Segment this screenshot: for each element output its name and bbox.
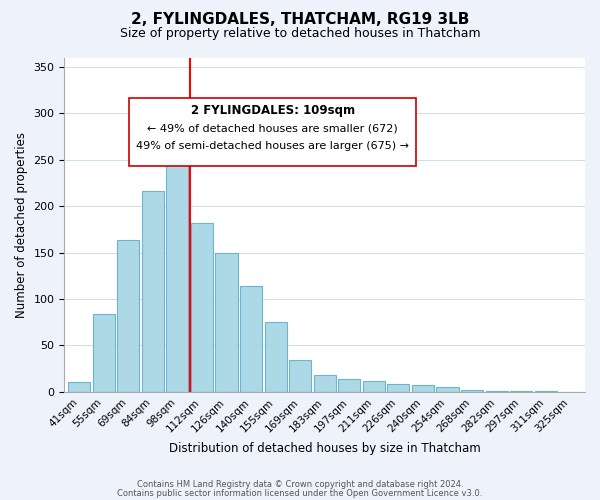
Bar — [338, 379, 361, 392]
Text: 2, FYLINGDALES, THATCHAM, RG19 3LB: 2, FYLINGDALES, THATCHAM, RG19 3LB — [131, 12, 469, 28]
Bar — [412, 384, 434, 392]
Bar — [68, 382, 90, 392]
Text: Contains HM Land Registry data © Crown copyright and database right 2024.: Contains HM Land Registry data © Crown c… — [137, 480, 463, 489]
Bar — [289, 360, 311, 392]
Bar — [461, 390, 483, 392]
Bar — [535, 391, 557, 392]
Bar — [117, 240, 139, 392]
Bar — [142, 192, 164, 392]
FancyBboxPatch shape — [130, 98, 416, 166]
Bar — [485, 391, 508, 392]
Bar — [314, 375, 336, 392]
Bar — [510, 391, 532, 392]
Bar — [215, 252, 238, 392]
Bar — [191, 223, 213, 392]
Text: 2 FYLINGDALES: 109sqm: 2 FYLINGDALES: 109sqm — [191, 104, 355, 118]
Y-axis label: Number of detached properties: Number of detached properties — [15, 132, 28, 318]
Text: Size of property relative to detached houses in Thatcham: Size of property relative to detached ho… — [119, 28, 481, 40]
X-axis label: Distribution of detached houses by size in Thatcham: Distribution of detached houses by size … — [169, 442, 481, 455]
Bar — [92, 314, 115, 392]
Text: ← 49% of detached houses are smaller (672): ← 49% of detached houses are smaller (67… — [147, 124, 398, 134]
Bar — [363, 381, 385, 392]
Bar — [166, 126, 188, 392]
Text: 49% of semi-detached houses are larger (675) →: 49% of semi-detached houses are larger (… — [136, 141, 409, 151]
Bar — [240, 286, 262, 392]
Text: Contains public sector information licensed under the Open Government Licence v3: Contains public sector information licen… — [118, 488, 482, 498]
Bar — [265, 322, 287, 392]
Bar — [436, 388, 458, 392]
Bar — [388, 384, 409, 392]
